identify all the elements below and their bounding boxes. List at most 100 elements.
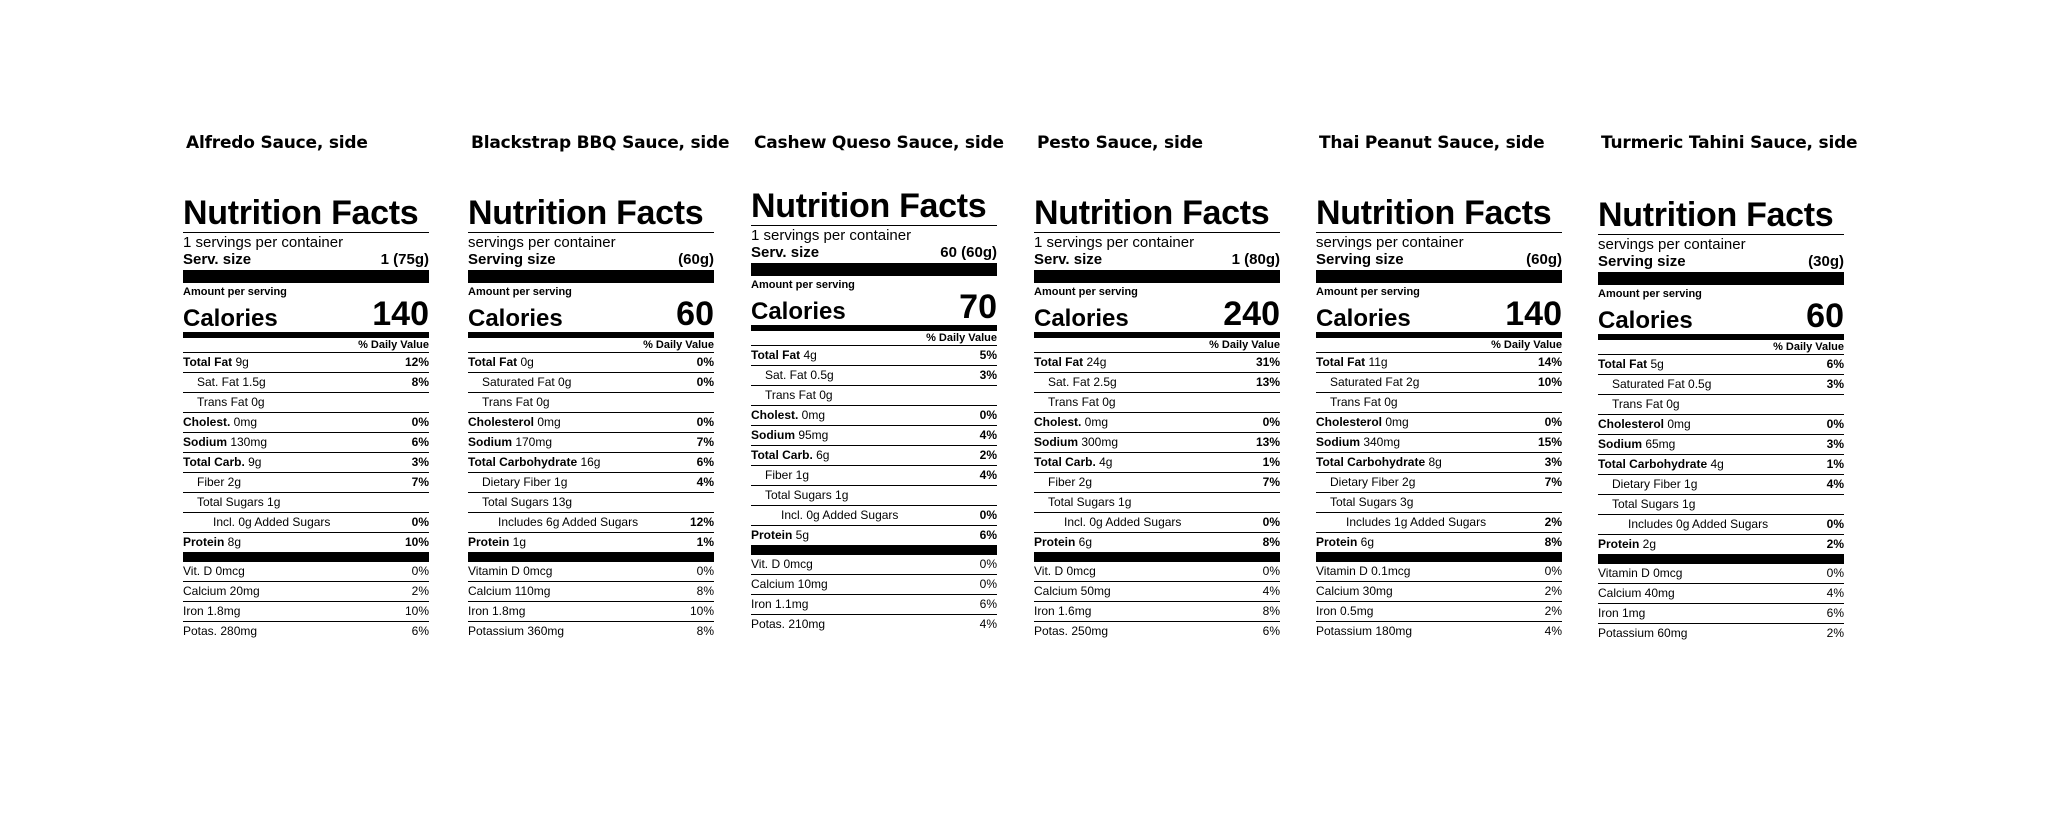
calories-row: Calories 240 <box>1034 297 1280 331</box>
nutrient-amount: 0mg <box>1081 415 1109 429</box>
nutrient-amount: 170mg <box>512 435 553 449</box>
serving-size-value: (30g) <box>1808 253 1844 270</box>
nutrient-amount: 11g <box>1365 355 1388 369</box>
nutrient-name-cell: Protein 2g <box>1598 535 1656 554</box>
vitamin-mineral-label: Vit. D 0mcg <box>751 557 813 571</box>
nutrient-percent: 6% <box>1826 357 1844 371</box>
nutrient-name-cell: Sodium 130mg <box>183 433 267 452</box>
nutrient-percent: 2% <box>1544 515 1562 529</box>
nutrient-name-cell: Trans Fat 0g <box>197 393 265 412</box>
amount-per-serving: Amount per serving <box>468 286 572 298</box>
nutrient-amount: 6g <box>812 448 830 462</box>
nutrient-row: Includes 0g Added Sugars 0% <box>1598 515 1844 535</box>
servings-per-container: 1 servings per container <box>1034 234 1195 251</box>
nutrient-label: Protein <box>1598 537 1640 551</box>
nutrient-row: Includes 1g Added Sugars 2% <box>1316 513 1562 533</box>
vitamin-mineral-percent: 2% <box>411 584 429 598</box>
vitamin-mineral-percent: 2% <box>1544 604 1562 618</box>
nutrient-amount: 0mg <box>1382 415 1409 429</box>
vitamin-mineral-label: Vitamin D 0.1mcg <box>1316 564 1411 578</box>
nutrient-label: Includes 6g Added Sugars <box>498 515 639 529</box>
calories-value: 60 <box>1806 297 1844 335</box>
nutrient-label: Total Fat <box>751 348 801 362</box>
serving-size-label: Serving size <box>1598 253 1686 270</box>
vitamin-mineral-label: Iron 1mg <box>1598 606 1646 620</box>
nutrient-name-cell: Protein 6g <box>1316 533 1374 552</box>
calories-label: Calories <box>1316 305 1411 332</box>
calories-label: Calories <box>468 305 563 332</box>
thick-divider <box>1034 270 1280 283</box>
calories-value: 140 <box>1505 295 1562 333</box>
nutrient-percent: 5% <box>979 348 997 362</box>
nutrient-percent: 6% <box>979 528 997 542</box>
amount-per-serving: Amount per serving <box>183 286 287 298</box>
nutrient-label: Total Carb. <box>183 455 245 469</box>
nutrient-label: Protein <box>468 535 510 549</box>
nutrient-percent: 7% <box>1544 475 1562 489</box>
nutrient-label: Sat. Fat 0.5g <box>765 368 834 382</box>
vitamin-mineral-label: Vit. D 0mcg <box>183 564 245 578</box>
protein-divider <box>468 552 714 562</box>
nutrient-percent: 4% <box>1826 477 1844 491</box>
nutrient-amount: 9g <box>244 455 262 469</box>
nutrient-name-cell: Incl. 0g Added Sugars <box>781 506 898 525</box>
vitamin-mineral-row: Iron 1.6mg 8% <box>1034 602 1280 622</box>
nutrient-name-cell: Fiber 2g <box>197 473 241 492</box>
nutrient-label: Cholest. <box>751 408 799 422</box>
nutrient-row: Total Carbohydrate 4g 1% <box>1598 455 1844 475</box>
nutrient-amount: 4g <box>1095 455 1113 469</box>
vitamin-mineral-label: Calcium 110mg <box>468 584 551 598</box>
vitamin-mineral-label: Calcium 30mg <box>1316 584 1393 598</box>
vitamin-mineral-row: Calcium 10mg 0% <box>751 575 997 595</box>
nutrient-row: Total Carbohydrate 8g 3% <box>1316 453 1562 473</box>
vitamin-mineral-row: Potas. 250mg 6% <box>1034 622 1280 641</box>
thick-divider <box>1316 270 1562 283</box>
daily-value-header: % Daily Value <box>183 338 429 353</box>
vitamin-mineral-row: Vit. D 0mcg 0% <box>183 562 429 582</box>
nutrient-row: Protein 6g 8% <box>1316 533 1562 552</box>
nutrient-amount: 5g <box>792 528 810 542</box>
nutrient-label: Total Fat <box>1598 357 1648 371</box>
vitamin-mineral-percent: 0% <box>696 564 714 578</box>
nutrient-row: Trans Fat 0g <box>1034 393 1280 413</box>
nutrient-label: Cholesterol <box>468 415 535 429</box>
vitamin-mineral-label: Potassium 60mg <box>1598 626 1688 640</box>
nutrient-name-cell: Total Carb. 4g <box>1034 453 1112 472</box>
nutrient-name-cell: Cholesterol 0mg <box>1598 415 1691 434</box>
nutrient-label: Protein <box>1034 535 1076 549</box>
nutrient-row: Protein 6g 8% <box>1034 533 1280 552</box>
nutrient-label: Sodium <box>751 428 795 442</box>
nutrient-label: Incl. 0g Added Sugars <box>781 508 899 522</box>
nutrition-facts-label: Nutrition Facts 1 servings per container S… <box>751 188 997 634</box>
serving-size-label: Serving size <box>468 251 556 268</box>
nutrient-name-cell: Total Carbohydrate 8g <box>1316 453 1442 472</box>
nutrition-facts-label: Nutrition Facts 1 servings per container S… <box>1034 195 1280 641</box>
vitamin-mineral-row: Iron 0.5mg 2% <box>1316 602 1562 622</box>
nutrient-percent: 1% <box>1262 455 1280 469</box>
nutrient-name-cell: Saturated Fat 0.5g <box>1612 375 1711 394</box>
nutrient-row: Protein 1g 1% <box>468 533 714 552</box>
nutrient-percent: 31% <box>1255 355 1280 369</box>
nutrient-label: Cholesterol <box>1598 417 1665 431</box>
nutrient-row: Total Fat 24g 31% <box>1034 353 1280 373</box>
nutrient-label: Sodium <box>1598 437 1642 451</box>
medium-divider <box>751 325 997 331</box>
thick-divider <box>1598 272 1844 285</box>
nutrient-name-cell: Incl. 0g Added Sugars <box>1064 513 1181 532</box>
nutrient-row: Dietary Fiber 2g 7% <box>1316 473 1562 493</box>
vitamin-mineral-row: Potas. 210mg 4% <box>751 615 997 634</box>
nutrient-row: Sodium 130mg 6% <box>183 433 429 453</box>
calories-label: Calories <box>751 298 846 325</box>
nutrient-row: Sodium 300mg 13% <box>1034 433 1280 453</box>
vitamin-mineral-percent: 2% <box>1544 584 1562 598</box>
serving-size-label: Serv. size <box>1034 251 1103 268</box>
product-title: Cashew Queso Sauce, side <box>754 133 1004 153</box>
nutrient-amount: 1g <box>509 535 527 549</box>
vitamin-mineral-percent: 10% <box>404 604 429 618</box>
nutrient-percent: 4% <box>696 475 714 489</box>
nutrient-row: Total Fat 4g 5% <box>751 346 997 366</box>
vitamin-mineral-row: Potassium 60mg 2% <box>1598 624 1844 643</box>
nutrient-label: Cholest. <box>183 415 231 429</box>
medium-divider <box>468 332 714 338</box>
vitamin-mineral-row: Calcium 20mg 2% <box>183 582 429 602</box>
